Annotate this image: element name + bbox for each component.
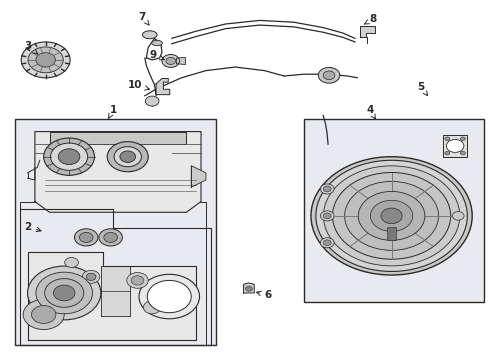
Circle shape (120, 151, 136, 162)
Circle shape (139, 274, 199, 319)
Circle shape (245, 286, 252, 291)
Polygon shape (49, 132, 186, 144)
Circle shape (104, 232, 118, 242)
Text: 9: 9 (149, 50, 164, 60)
Circle shape (320, 184, 334, 194)
Circle shape (147, 280, 191, 313)
Circle shape (74, 229, 98, 246)
Circle shape (23, 300, 64, 329)
Circle shape (316, 160, 467, 271)
Circle shape (82, 270, 100, 283)
Circle shape (461, 137, 465, 140)
Circle shape (445, 137, 450, 140)
Circle shape (99, 229, 122, 246)
Circle shape (45, 279, 84, 307)
Circle shape (323, 186, 331, 192)
Circle shape (86, 273, 96, 280)
Text: 7: 7 (139, 12, 149, 25)
Bar (20, 202, 206, 345)
Circle shape (36, 53, 55, 67)
Circle shape (452, 212, 464, 220)
Circle shape (323, 213, 331, 219)
Circle shape (127, 273, 148, 288)
Circle shape (144, 301, 161, 314)
Circle shape (446, 139, 464, 152)
Circle shape (323, 166, 460, 266)
Circle shape (323, 71, 335, 80)
Circle shape (323, 240, 331, 246)
Circle shape (311, 157, 472, 275)
Text: 10: 10 (128, 80, 149, 90)
Polygon shape (191, 166, 206, 187)
Circle shape (50, 143, 88, 170)
Circle shape (44, 138, 95, 175)
Polygon shape (360, 26, 375, 37)
Circle shape (333, 172, 451, 259)
Bar (304, 119, 485, 302)
Bar (387, 227, 396, 240)
Text: 1: 1 (109, 105, 117, 118)
Circle shape (320, 238, 334, 248)
Text: 3: 3 (24, 41, 38, 54)
Text: 8: 8 (364, 14, 377, 24)
Polygon shape (101, 266, 130, 316)
Circle shape (53, 285, 75, 301)
Circle shape (318, 67, 340, 83)
Circle shape (370, 200, 413, 231)
Circle shape (21, 42, 70, 78)
Text: 6: 6 (257, 291, 272, 301)
Circle shape (445, 151, 450, 155)
Text: 5: 5 (417, 82, 428, 95)
Polygon shape (27, 252, 196, 339)
Circle shape (162, 54, 179, 67)
Polygon shape (35, 132, 201, 212)
Circle shape (114, 147, 142, 167)
Circle shape (146, 96, 159, 106)
Circle shape (320, 211, 334, 221)
Circle shape (381, 208, 402, 224)
Text: 4: 4 (367, 105, 375, 119)
Circle shape (131, 276, 144, 285)
Text: 2: 2 (24, 222, 41, 231)
Circle shape (27, 266, 101, 320)
Circle shape (36, 272, 93, 314)
Circle shape (358, 192, 425, 240)
Bar (443, 135, 467, 157)
Polygon shape (176, 57, 185, 64)
Ellipse shape (152, 40, 162, 46)
Circle shape (31, 306, 56, 323)
Polygon shape (244, 283, 254, 293)
Circle shape (28, 47, 63, 73)
Circle shape (65, 257, 78, 267)
Polygon shape (156, 78, 170, 95)
Ellipse shape (143, 31, 157, 39)
Circle shape (79, 232, 93, 242)
Bar (15, 119, 216, 345)
Circle shape (166, 57, 175, 64)
Circle shape (58, 149, 80, 165)
Circle shape (344, 181, 439, 250)
Circle shape (461, 151, 465, 155)
Circle shape (107, 141, 148, 172)
